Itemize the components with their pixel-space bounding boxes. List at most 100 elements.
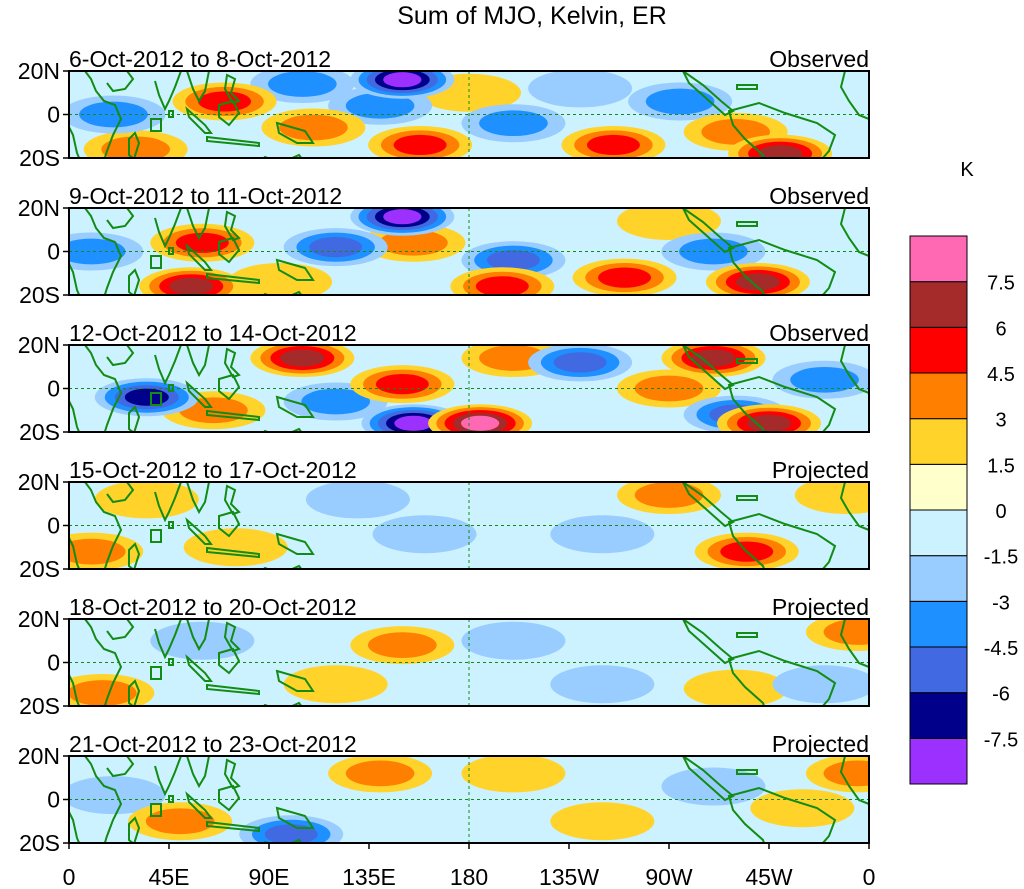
anomaly-contour — [69, 680, 137, 706]
anomaly-contour — [280, 349, 325, 367]
anomaly-contour — [479, 110, 548, 137]
anomaly-contour — [345, 760, 415, 787]
colorbar-bin — [909, 418, 968, 465]
lat-label: 20S — [19, 145, 60, 171]
lat-label: 20N — [18, 743, 60, 769]
colorbar-tick-label: -6 — [992, 684, 1010, 706]
figure-title: Sum of MJO, Kelvin, ER — [397, 2, 667, 30]
lat-label: 0 — [47, 239, 60, 265]
anomaly-contour — [772, 665, 869, 704]
anomaly-contour — [550, 515, 655, 554]
colorbar-tick-label: 0 — [995, 501, 1006, 523]
colorbar-tick-label: 7.5 — [987, 273, 1015, 295]
colorbar-bin — [909, 372, 968, 420]
colorbar-bin — [909, 509, 968, 557]
lat-label: 20N — [18, 469, 60, 495]
lat-label: 0 — [47, 376, 60, 402]
map-panel: 12-Oct-2012 to 14-Oct-2012 Observed 20N 0 20… — [18, 320, 870, 445]
anomaly-contour — [550, 802, 655, 841]
anomaly-contour — [301, 388, 370, 415]
anomaly-contour — [553, 352, 607, 373]
lon-label: 135E — [342, 864, 396, 889]
anomaly-contour — [169, 277, 214, 295]
anomaly-contour — [550, 665, 655, 704]
lat-label: 0 — [47, 787, 60, 813]
anomaly-contour — [183, 528, 288, 567]
anomaly-contour — [94, 482, 199, 519]
anomaly-contour — [305, 482, 410, 519]
colorbar-bin — [909, 235, 968, 283]
anomaly-contour — [175, 232, 229, 253]
anomaly-contour — [69, 538, 126, 565]
anomaly-contour — [124, 388, 169, 406]
colorbar-bin — [909, 555, 968, 602]
anomaly-contour — [487, 250, 540, 271]
lat-label: 20N — [18, 195, 60, 221]
anomaly-contour — [758, 145, 803, 158]
map-panel: 6-Oct-2012 to 8-Oct-2012 Observed 20N 0 20S — [18, 46, 870, 171]
lat-label: 0 — [47, 513, 60, 539]
colorbar-tick-label: 1.5 — [987, 455, 1015, 477]
anomaly-contour — [528, 71, 633, 108]
panel-date-range: 21-Oct-2012 to 23-Oct-2012 — [69, 731, 357, 757]
panel-date-range: 12-Oct-2012 to 14-Oct-2012 — [69, 320, 357, 346]
lat-label: 20S — [19, 419, 60, 445]
lat-label: 0 — [47, 650, 60, 676]
panel-date-range: 15-Oct-2012 to 17-Oct-2012 — [69, 457, 357, 483]
anomaly-contour — [587, 134, 640, 156]
anomaly-contour — [101, 136, 170, 158]
anomaly-contour — [461, 621, 566, 660]
panel-status: Projected — [772, 731, 869, 757]
colorbar-bin — [909, 326, 968, 374]
panel-status: Observed — [769, 46, 869, 72]
anomaly-contour — [823, 619, 869, 645]
panel-date-range: 18-Oct-2012 to 20-Oct-2012 — [69, 594, 357, 620]
anomaly-contour — [375, 374, 429, 395]
lat-label: 20S — [19, 693, 60, 719]
anomaly-contour — [645, 88, 715, 115]
colorbar-bin — [909, 281, 968, 328]
map-panels: 6-Oct-2012 to 8-Oct-2012 Observed20N020S9… — [18, 46, 870, 856]
panel-date-range: 6-Oct-2012 to 8-Oct-2012 — [69, 46, 331, 72]
lat-label: 20N — [18, 58, 60, 84]
colorbar-tick-label: -3 — [992, 592, 1010, 614]
lon-label: 0 — [863, 864, 876, 889]
anomaly-contour — [634, 482, 704, 508]
anomaly-contour — [460, 415, 500, 431]
colorbar-unit: K — [960, 159, 974, 181]
anomaly-contour — [69, 238, 126, 265]
lon-label: 90W — [645, 864, 693, 889]
anomaly-contour — [198, 91, 251, 112]
colorbar-tick-label: -1.5 — [984, 547, 1018, 569]
panel-status: Observed — [769, 183, 869, 209]
anomaly-contour — [145, 808, 215, 835]
anomaly-contour — [383, 72, 422, 88]
anomaly-contour — [691, 349, 736, 367]
anomaly-contour — [750, 789, 855, 828]
lon-label: 0 — [63, 864, 76, 889]
lat-label: 20S — [19, 830, 60, 856]
anomaly-contour — [283, 665, 388, 704]
anomaly-contour — [747, 414, 791, 432]
anomaly-contour — [683, 669, 788, 706]
lon-label: 45E — [149, 864, 190, 889]
anomaly-contour — [823, 760, 869, 787]
colorbar-tick-label: 4.5 — [987, 364, 1015, 386]
lon-label: 90E — [249, 864, 290, 889]
anomaly-contour — [268, 71, 337, 97]
anomaly-contour — [475, 276, 529, 295]
colorbar-tick-label: -7.5 — [984, 729, 1018, 751]
lat-label: 20S — [19, 282, 60, 308]
panel-status: Projected — [772, 594, 869, 620]
anomaly-contour — [372, 515, 477, 554]
anomaly-contour — [368, 632, 437, 658]
colorbar: K -7.5 -6 -4.5 -3 -1.5 0 1.5 3 4.5 6 7.5 — [909, 159, 1018, 785]
anomaly-contour — [279, 114, 348, 141]
lon-label: 45W — [745, 864, 793, 889]
anomaly-contour — [379, 229, 448, 256]
map-panel: 9-Oct-2012 to 11-Oct-2012 Observed 20N 0 20S — [18, 183, 870, 308]
map-panel: 18-Oct-2012 to 20-Oct-2012 Projected 20N 0 2… — [18, 594, 870, 719]
anomaly-contour — [661, 767, 766, 806]
colorbar-bin — [909, 692, 968, 739]
